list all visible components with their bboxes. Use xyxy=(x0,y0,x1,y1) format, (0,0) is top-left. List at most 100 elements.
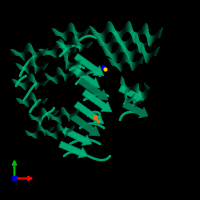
Polygon shape xyxy=(80,45,83,52)
Polygon shape xyxy=(125,53,126,62)
Polygon shape xyxy=(137,36,138,45)
Polygon shape xyxy=(24,82,26,90)
Polygon shape xyxy=(109,58,114,66)
Polygon shape xyxy=(123,82,125,88)
Polygon shape xyxy=(131,51,132,61)
Polygon shape xyxy=(123,86,127,93)
Polygon shape xyxy=(64,44,67,51)
Polygon shape xyxy=(54,48,57,56)
Polygon shape xyxy=(110,21,112,33)
Polygon shape xyxy=(35,52,39,60)
Polygon shape xyxy=(136,32,139,43)
Polygon shape xyxy=(32,92,33,100)
Polygon shape xyxy=(10,49,17,56)
Polygon shape xyxy=(133,97,135,103)
Polygon shape xyxy=(41,80,46,86)
Polygon shape xyxy=(25,48,26,54)
Polygon shape xyxy=(27,44,28,52)
Polygon shape xyxy=(135,33,137,44)
Polygon shape xyxy=(34,62,35,68)
Polygon shape xyxy=(131,61,132,69)
Polygon shape xyxy=(135,48,136,55)
Polygon shape xyxy=(149,37,153,46)
Polygon shape xyxy=(78,32,81,40)
Polygon shape xyxy=(74,45,76,53)
Polygon shape xyxy=(89,26,95,36)
Polygon shape xyxy=(131,94,134,100)
Polygon shape xyxy=(65,130,67,137)
Polygon shape xyxy=(133,102,136,108)
Polygon shape xyxy=(35,66,38,74)
Polygon shape xyxy=(49,114,51,121)
Polygon shape xyxy=(35,98,36,103)
Polygon shape xyxy=(71,39,72,46)
Polygon shape xyxy=(34,61,35,68)
Polygon shape xyxy=(125,96,127,101)
Polygon shape xyxy=(39,124,41,131)
Polygon shape xyxy=(66,29,68,36)
Polygon shape xyxy=(80,45,83,52)
Polygon shape xyxy=(66,74,67,82)
Polygon shape xyxy=(126,98,129,104)
Polygon shape xyxy=(38,49,44,56)
Polygon shape xyxy=(43,98,48,104)
Polygon shape xyxy=(54,77,58,84)
Polygon shape xyxy=(139,91,140,97)
Polygon shape xyxy=(124,98,128,104)
Polygon shape xyxy=(48,51,53,57)
Polygon shape xyxy=(112,53,115,63)
Polygon shape xyxy=(143,92,145,100)
Polygon shape xyxy=(61,107,64,115)
Polygon shape xyxy=(54,116,57,121)
Polygon shape xyxy=(68,44,70,52)
Polygon shape xyxy=(69,114,71,122)
Polygon shape xyxy=(34,133,37,139)
Polygon shape xyxy=(57,41,58,49)
Polygon shape xyxy=(74,110,77,116)
Polygon shape xyxy=(131,85,135,90)
Polygon shape xyxy=(143,91,146,99)
Polygon shape xyxy=(61,108,63,115)
Polygon shape xyxy=(66,60,68,66)
Polygon shape xyxy=(70,70,73,76)
Polygon shape xyxy=(55,45,57,52)
Polygon shape xyxy=(56,117,60,124)
Polygon shape xyxy=(145,53,148,63)
Polygon shape xyxy=(40,115,42,121)
Polygon shape xyxy=(74,29,75,35)
Polygon shape xyxy=(120,76,122,84)
Polygon shape xyxy=(50,113,54,120)
Polygon shape xyxy=(71,112,73,119)
Polygon shape xyxy=(133,50,134,59)
Polygon shape xyxy=(126,53,127,62)
Polygon shape xyxy=(135,32,137,43)
Polygon shape xyxy=(126,49,127,56)
Polygon shape xyxy=(51,77,54,82)
Polygon shape xyxy=(49,51,54,57)
Polygon shape xyxy=(146,53,149,63)
Polygon shape xyxy=(31,58,32,66)
Polygon shape xyxy=(133,84,137,90)
Polygon shape xyxy=(27,77,28,84)
Polygon shape xyxy=(33,50,34,58)
Polygon shape xyxy=(39,51,42,57)
Polygon shape xyxy=(67,50,70,58)
Polygon shape xyxy=(121,29,122,41)
Polygon shape xyxy=(144,83,150,89)
Polygon shape xyxy=(37,127,38,132)
Polygon shape xyxy=(48,131,51,136)
Polygon shape xyxy=(112,36,113,45)
Polygon shape xyxy=(132,30,134,39)
Polygon shape xyxy=(37,100,40,107)
Polygon shape xyxy=(32,133,35,138)
Polygon shape xyxy=(30,114,34,120)
Polygon shape xyxy=(73,37,74,44)
Polygon shape xyxy=(26,131,30,136)
Polygon shape xyxy=(26,80,27,87)
Polygon shape xyxy=(77,38,78,45)
Polygon shape xyxy=(50,76,53,81)
Polygon shape xyxy=(45,130,49,136)
Polygon shape xyxy=(67,73,69,79)
Polygon shape xyxy=(65,130,66,137)
Polygon shape xyxy=(55,76,58,83)
